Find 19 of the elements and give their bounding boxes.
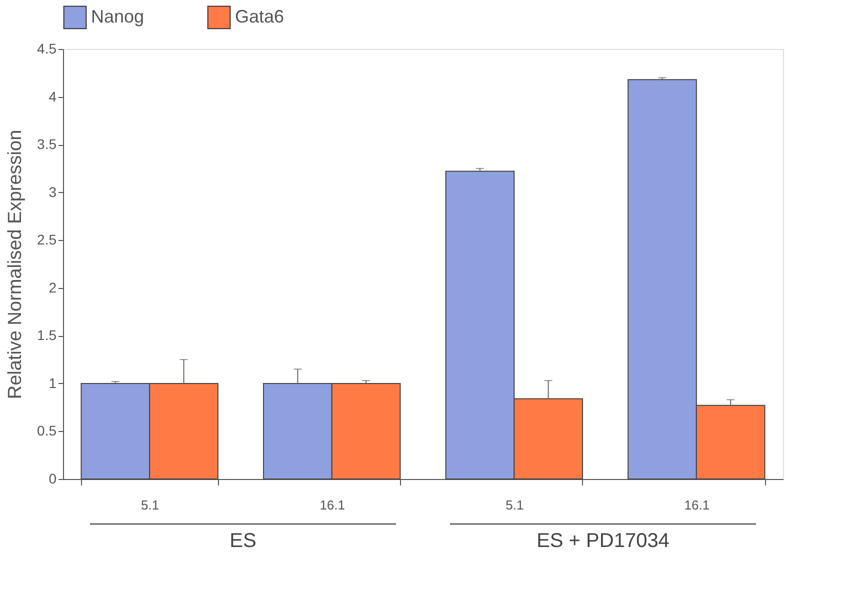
text: ES + PD17034 (536, 530, 670, 552)
legend-label: Gata6 (235, 6, 284, 26)
y-tick-label: 3.5 (37, 136, 57, 152)
y-tick-label: 1.5 (37, 327, 57, 344)
x-tick-label: 5.1 (506, 498, 524, 512)
y-tick-label: 4 (48, 88, 57, 104)
y-tick-label: 4.5 (37, 40, 57, 56)
y-tick-label: 2.5 (37, 232, 57, 248)
y-tick-label: 1 (48, 374, 57, 391)
y-tick-label: 0 (48, 470, 57, 486)
x-tick-label: 5.1 (141, 498, 160, 512)
y-tick-label: 0.5 (37, 422, 57, 439)
y-axis-title: Relative Normalised Expression (5, 130, 26, 400)
x-tick-label: 16.1 (684, 498, 710, 512)
legend-label: Nanog (91, 6, 144, 26)
y-tick-label: 2 (48, 279, 57, 296)
x-tick-label: 16.1 (320, 498, 346, 512)
y-tick-label: 3 (48, 184, 57, 200)
text: ES (230, 530, 256, 552)
